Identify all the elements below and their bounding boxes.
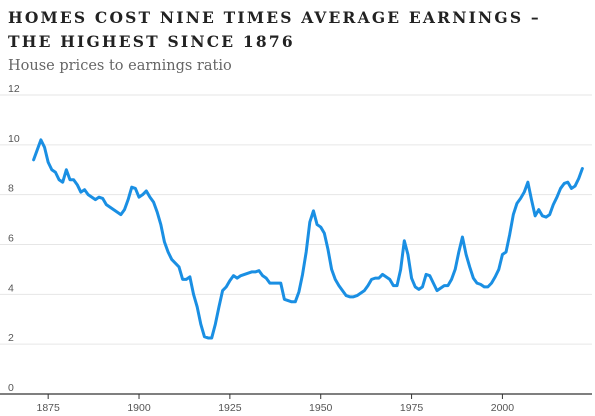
x-tick-label-1975: 1975 — [400, 402, 424, 414]
x-axis: 1875 1900 1925 1950 1975 2000 — [0, 393, 592, 414]
x-tick-label-1875: 1875 — [36, 402, 60, 414]
x-tick-label-1900: 1900 — [127, 402, 151, 414]
y-axis-ticks: 0 2 4 6 8 10 12 — [8, 83, 20, 394]
y-tick-label-6: 6 — [8, 233, 14, 245]
chart-subtitle: House prices to earnings ratio — [8, 58, 232, 74]
y-tick-label-4: 4 — [8, 282, 14, 294]
grid-lines — [0, 94, 592, 345]
y-tick-label-12: 12 — [8, 83, 20, 95]
series-line-0 — [32, 138, 584, 340]
y-tick-label-2: 2 — [8, 332, 14, 344]
x-tick-label-1950: 1950 — [309, 402, 333, 414]
y-tick-label-10: 10 — [8, 133, 20, 145]
series-group — [32, 138, 584, 340]
x-tick-label-1925: 1925 — [218, 402, 242, 414]
y-tick-label-0: 0 — [8, 382, 14, 394]
chart-title: HOMES COST NINE TIMES AVERAGE EARNINGS –… — [8, 8, 541, 51]
x-tick-label-2000: 2000 — [491, 402, 515, 414]
y-tick-label-8: 8 — [8, 183, 14, 195]
